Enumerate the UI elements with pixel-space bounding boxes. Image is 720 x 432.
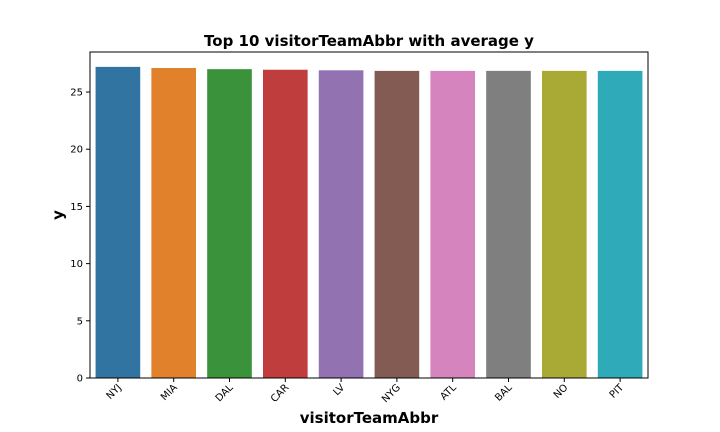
- x-tick-label: BAL: [493, 382, 515, 404]
- x-tick-label: NO: [552, 382, 571, 401]
- bar-atl: [430, 70, 476, 378]
- x-axis: NYJ MIA DAL CAR LV NYG ATL BAL NO PIT: [105, 378, 627, 405]
- bar-mia: [151, 68, 197, 378]
- bar-no: [541, 70, 587, 378]
- y-tick-label: 15: [70, 202, 83, 213]
- bar-pit: [597, 70, 643, 378]
- plot-frame: [89, 51, 649, 379]
- x-tick-label: MIA: [159, 382, 180, 403]
- y-tick-label: 0: [77, 374, 83, 385]
- x-tick-label: PIT: [608, 382, 627, 401]
- y-axis: 0 5 10 15 20 25: [70, 88, 90, 385]
- y-tick-label: 5: [77, 316, 83, 327]
- bar-nyj: [95, 66, 141, 378]
- bar-dal: [207, 69, 252, 378]
- bar-nyg: [374, 70, 420, 378]
- bar-lv: [318, 70, 364, 378]
- x-tick-label: LV: [331, 382, 347, 398]
- bar-car: [262, 69, 308, 378]
- chart-title: Top 10 visitorTeamAbbr with average y: [204, 32, 534, 50]
- y-tick-label: 25: [70, 88, 83, 99]
- y-tick-label: 20: [70, 145, 83, 156]
- y-axis-label: y: [49, 210, 67, 220]
- y-tick-label: 10: [70, 259, 83, 270]
- x-tick-label: CAR: [269, 382, 292, 405]
- x-tick-label: DAL: [214, 382, 236, 404]
- x-axis-label: visitorTeamAbbr: [300, 409, 439, 427]
- bars-group: [95, 66, 643, 378]
- x-tick-label: ATL: [438, 382, 459, 403]
- bar-bal: [486, 70, 531, 378]
- x-tick-label: NYG: [380, 382, 403, 405]
- x-tick-label: NYJ: [105, 382, 124, 401]
